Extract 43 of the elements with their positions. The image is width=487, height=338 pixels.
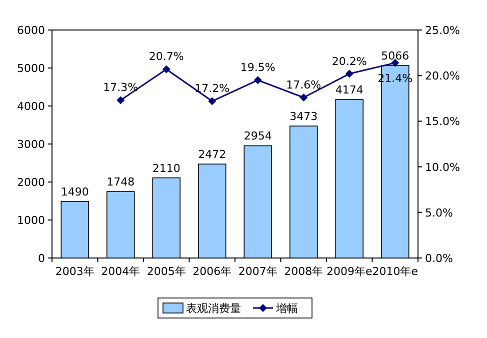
point [300,93,308,102]
point [254,76,262,84]
y2tick: 20.0% [425,70,460,83]
xtick: 2008年 [284,265,324,278]
data-label: 4174 [335,83,364,96]
ytick: 2000 [17,176,45,189]
data-label: 5066 [381,50,410,62]
xtick: 2005年 [146,265,186,278]
data-label: 20.2% [332,54,367,68]
ytick: 1000 [17,214,45,227]
y2tick: 25.0% [425,24,460,37]
point [162,65,170,74]
y2tick: 0.0% [425,252,453,265]
legend-label: 增幅 [276,302,298,315]
data-label: 3473 [290,110,318,124]
data-label: 20.7% [148,50,184,64]
y2tick: 10.0% [425,160,460,174]
y2tick: 15.0% [425,115,460,128]
data-label: 2110 [152,162,180,175]
data-label: 1490 [60,185,89,198]
point [116,96,125,104]
xtick: 2003年 [55,265,94,278]
xtick: 2006年 [192,265,232,278]
y2tick: 5.0% [425,206,453,220]
data-label: 19.5% [240,61,276,74]
xtick: 2009年e [326,265,372,278]
data-label: 2954 [244,130,272,143]
point [208,97,216,106]
data-label: 17.3% [103,81,138,94]
ytick: 0 [38,252,45,265]
point [345,70,354,78]
xtick: 2004年 [101,265,140,278]
ytick: 5000 [17,62,45,75]
ytick: 6000 [17,24,45,37]
data-label: 2472 [198,148,226,162]
data-label: 1748 [106,176,135,189]
data-label: 17.6% [286,78,322,92]
ytick: 4000 [17,100,45,113]
legend-label: 表观消费量 [186,302,241,315]
ytick: 3000 [17,138,45,151]
xtick: 2007年 [238,265,278,278]
data-label: 17.2% [194,82,230,96]
xtick: 2010年e [372,265,418,278]
